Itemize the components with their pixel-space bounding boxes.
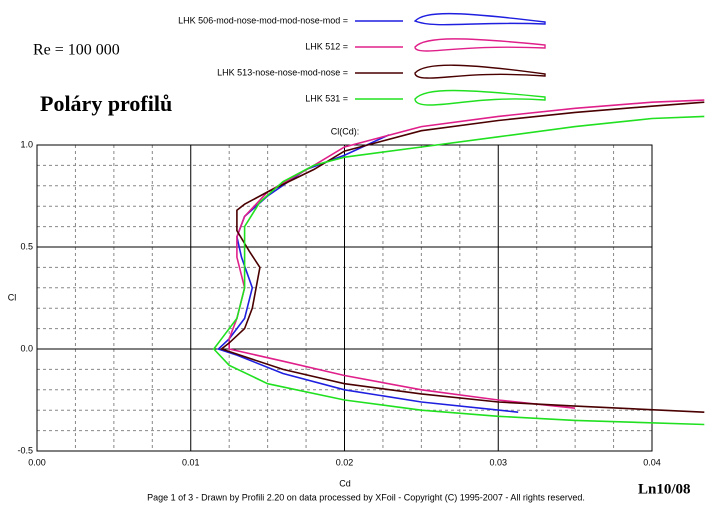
y-tick-label: -0.5: [17, 445, 33, 455]
x-tick-label: 0.02: [336, 457, 354, 467]
x-tick-label: 0.00: [28, 457, 46, 467]
y-tick-label: 0.0: [20, 343, 33, 353]
series-line: [228, 99, 705, 409]
legend-label: LHK 506-mod-nose-mod-mod-nose-mod =: [178, 15, 348, 25]
legend-airfoil: [414, 38, 546, 52]
plot-frame: [36, 144, 653, 452]
series-line: [216, 134, 519, 413]
legend-airfoil: [414, 64, 546, 79]
x-tick-label: 0.01: [182, 457, 200, 467]
x-axis-label: Cd: [339, 478, 351, 488]
legend-label: LHK 513-nose-nose-mod-nose =: [217, 67, 348, 77]
series-line: [219, 101, 705, 413]
legend-label: LHK 531 =: [305, 93, 348, 103]
legend-airfoil: [414, 89, 546, 106]
legend-airfoil: [413, 12, 546, 26]
plot-label: Cl(Cd):: [331, 126, 360, 136]
series-line: [212, 115, 705, 426]
subtitle: Re = 100 000: [33, 42, 120, 59]
footer: Page 1 of 3 - Drawn by Profili 2.20 on d…: [147, 492, 585, 502]
x-tick-label: 0.04: [643, 457, 661, 467]
x-tick-label: 0.03: [489, 457, 507, 467]
chart-title: Poláry profilů: [40, 91, 172, 116]
y-axis-label: Cl: [8, 292, 17, 302]
y-tick-label: 1.0: [20, 139, 33, 149]
annotation: Ln10/08: [638, 481, 691, 497]
legend-label: LHK 512 =: [305, 41, 348, 51]
y-tick-label: 0.5: [20, 241, 33, 251]
